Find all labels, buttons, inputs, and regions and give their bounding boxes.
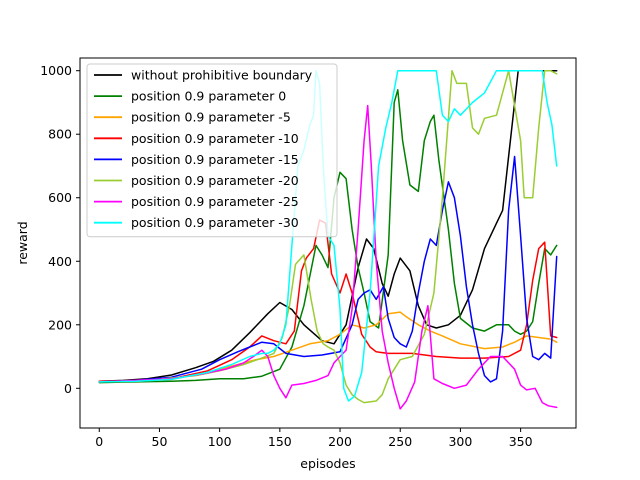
- plot-area: [79, 57, 577, 429]
- y-axis: 0 200 400 600 800 1000: [40, 63, 80, 396]
- x-tick-label: 150: [268, 434, 292, 449]
- legend: without prohibitive boundary position 0.9…: [86, 63, 338, 238]
- legend-label-1: position 0.9 parameter 0: [131, 89, 286, 104]
- x-axis: 0 50 100 150 200 250 300 350: [95, 428, 533, 449]
- x-tick-label: 50: [152, 434, 168, 449]
- y-tick-label: 0: [64, 381, 72, 396]
- y-tick-label: 200: [48, 317, 72, 332]
- legend-box: [86, 63, 338, 238]
- x-tick-label: 350: [509, 434, 533, 449]
- series-line-7: [98, 69, 558, 402]
- axes-frame: [79, 57, 577, 429]
- x-tick-label: 100: [208, 434, 232, 449]
- x-tick-label: 250: [388, 434, 412, 449]
- series-line-1: [98, 89, 558, 384]
- legend-label-5: position 0.9 parameter -20: [131, 173, 299, 188]
- legend-label-0: without prohibitive boundary: [131, 68, 313, 83]
- x-axis-title: episodes: [300, 456, 355, 471]
- series-line-4: [98, 155, 558, 383]
- legend-label-3: position 0.9 parameter -10: [131, 131, 299, 146]
- y-tick-label: 1000: [40, 63, 72, 78]
- y-tick-label: 600: [48, 190, 72, 205]
- y-tick-label: 400: [48, 254, 72, 269]
- series-layer: [98, 69, 558, 410]
- x-tick-label: 0: [95, 434, 103, 449]
- y-axis-title: reward: [15, 221, 30, 264]
- legend-label-2: position 0.9 parameter -5: [131, 110, 291, 125]
- legend-label-6: position 0.9 parameter -25: [131, 194, 299, 209]
- legend-label-4: position 0.9 parameter -15: [131, 152, 299, 167]
- legend-label-7: position 0.9 parameter -30: [131, 215, 299, 230]
- series-line-0: [98, 69, 558, 383]
- x-tick-label: 300: [448, 434, 472, 449]
- x-tick-label: 200: [328, 434, 352, 449]
- y-tick-label: 800: [48, 127, 72, 142]
- series-line-6: [98, 104, 558, 410]
- series-line-3: [98, 219, 558, 383]
